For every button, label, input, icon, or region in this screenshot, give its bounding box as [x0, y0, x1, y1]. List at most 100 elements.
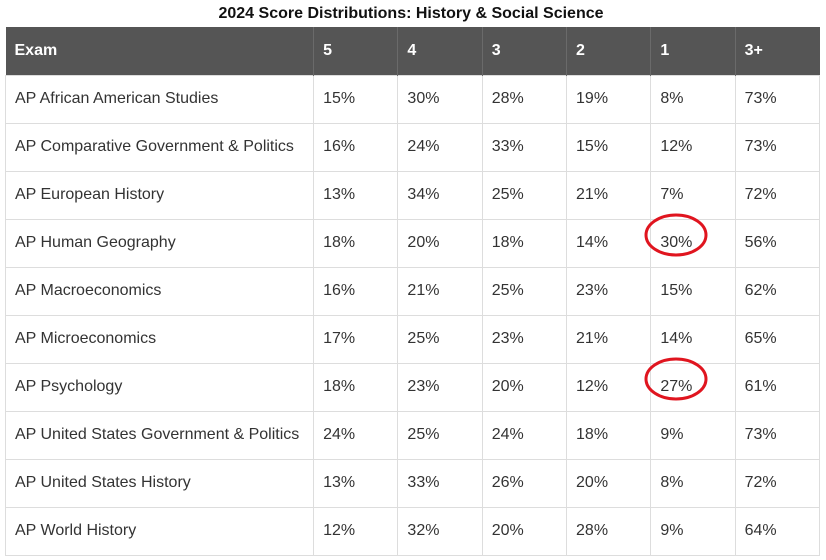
column-header: 1 [650, 27, 736, 75]
cell-value: 19% [576, 90, 609, 107]
table-row: AP African American Studies 15% 30% 28% 19% 8… [4, 74, 821, 124]
score-cell: 25% [397, 410, 483, 460]
score-cell: 8% [650, 458, 736, 508]
cell-value: AP Human Geography [15, 234, 176, 251]
score-cell: 34% [397, 170, 483, 220]
cell-value: 18% [576, 426, 609, 443]
score-cell: 9% [650, 506, 736, 556]
cell-value: 30% [660, 234, 693, 251]
cell-value: 16% [323, 282, 356, 299]
cell-value: 21% [576, 330, 609, 347]
table-row: AP Psychology 18% 23% 20% 12% 27% 61% [4, 357, 821, 412]
cell-value: 7% [660, 186, 684, 203]
cell-value: 21% [576, 186, 609, 203]
score-cell: 64% [734, 506, 821, 556]
score-cell: 62% [734, 266, 821, 316]
table-body: AP African American Studies 15% 30% 28% 19% 8… [4, 74, 821, 556]
score-cell: 15% [650, 266, 736, 316]
header-row: Exam 5 4 3 2 1 3+ [5, 27, 820, 75]
column-header: 4 [397, 27, 483, 75]
cell-value: 25% [407, 330, 440, 347]
score-cell: 21% [397, 266, 483, 316]
score-cell: 13% [313, 170, 399, 220]
cell-value: 24% [407, 138, 440, 155]
score-cell: 24% [313, 410, 399, 460]
score-cell: 18% [566, 410, 652, 460]
cell-value: 18% [491, 234, 524, 251]
cell-value: 12% [323, 522, 356, 539]
exam-name-cell: AP United States Government & Politics [4, 410, 315, 460]
score-cell: 56% [734, 218, 821, 268]
table-row: AP World History 12% 32% 20% 28% 9% 64% [4, 506, 821, 556]
score-cell: 25% [481, 170, 568, 220]
score-cell: 14% [566, 218, 652, 268]
cell-value: 20% [491, 522, 524, 539]
score-cell: 33% [481, 122, 568, 172]
cell-value: 73% [744, 426, 777, 443]
cell-value: 72% [744, 186, 777, 203]
table-row: AP European History 13% 34% 25% 21% 7% 72% [4, 170, 821, 220]
score-cell: 23% [566, 266, 652, 316]
cell-value: 16% [323, 138, 356, 155]
score-cell: 30% [644, 213, 736, 268]
score-cell: 16% [313, 122, 399, 172]
cell-value: 27% [660, 378, 693, 395]
score-cell: 20% [566, 458, 652, 508]
cell-value: 25% [407, 426, 440, 443]
score-cell: 25% [397, 314, 483, 364]
score-cell: 9% [650, 410, 736, 460]
cell-value: 64% [744, 522, 777, 539]
cell-value: 33% [407, 474, 440, 491]
score-cell: 33% [397, 458, 483, 508]
exam-name-cell: AP Macroeconomics [4, 266, 315, 316]
cell-value: AP World History [15, 522, 137, 539]
cell-value: 12% [576, 378, 609, 395]
cell-value: AP Microeconomics [15, 330, 157, 347]
exam-name-cell: AP Human Geography [4, 218, 315, 268]
score-cell: 72% [734, 458, 821, 508]
score-cell: 8% [650, 74, 736, 124]
table-row: AP Comparative Government & Politics 16% 2… [4, 122, 821, 172]
score-cell: 25% [481, 266, 568, 316]
score-cell: 21% [566, 314, 652, 364]
cell-value: 25% [491, 186, 524, 203]
cell-value: 18% [323, 234, 356, 251]
score-cell: 12% [650, 122, 736, 172]
cell-value: 14% [576, 234, 609, 251]
score-cell: 65% [734, 314, 821, 364]
cell-value: 15% [576, 138, 609, 155]
cell-value: 23% [491, 330, 524, 347]
cell-value: AP United States History [15, 474, 191, 491]
exam-name-cell: AP United States History [4, 458, 315, 508]
cell-value: AP Comparative Government & Politics [15, 138, 294, 155]
cell-value: 73% [744, 90, 777, 107]
cell-value: 62% [744, 282, 777, 299]
column-header: 3+ [735, 27, 820, 75]
score-cell: 28% [481, 74, 568, 124]
cell-value: 20% [407, 234, 440, 251]
score-cell: 14% [650, 314, 736, 364]
score-cell: 26% [481, 458, 568, 508]
cell-value: 23% [576, 282, 609, 299]
exam-name-cell: AP European History [4, 170, 315, 220]
cell-value: 17% [323, 330, 356, 347]
table-title: 2024 Score Distributions: History & Soci… [218, 5, 604, 22]
cell-value: 26% [491, 474, 524, 491]
score-cell: 15% [566, 122, 652, 172]
table-row: AP United States Government & Politics 24… [4, 410, 821, 460]
score-cell: 27% [644, 357, 736, 412]
column-header: 5 [313, 27, 399, 75]
score-cell: 17% [313, 314, 399, 364]
cell-value: 34% [407, 186, 440, 203]
cell-value: 30% [407, 90, 440, 107]
score-cell: 23% [397, 362, 483, 412]
cell-value: 25% [491, 282, 524, 299]
cell-value: 72% [744, 474, 777, 491]
cell-value: 15% [323, 90, 356, 107]
cell-value: AP Psychology [15, 378, 123, 395]
score-cell: 20% [397, 218, 483, 268]
exam-name-cell: AP Comparative Government & Politics [4, 122, 315, 172]
score-cell: 73% [734, 410, 821, 460]
column-header: 3 [482, 27, 568, 75]
